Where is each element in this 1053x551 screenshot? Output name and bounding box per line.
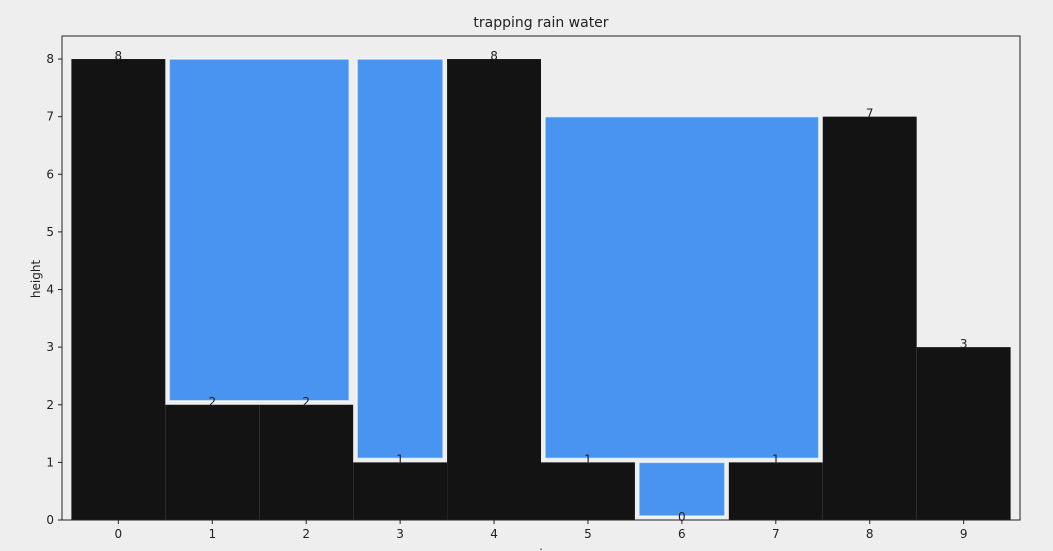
water-region-3 [638,461,726,517]
bar-9 [916,347,1011,520]
bar-5 [541,462,635,520]
x-tick-label-1: 1 [208,527,216,541]
bar-value-label-3: 1 [396,452,404,466]
y-axis-label: height [29,260,43,299]
bar-value-label-7: 1 [772,452,780,466]
plot-frame [61,35,1021,521]
x-tick-label-8: 8 [866,527,874,541]
bar-value-label-6: 0 [678,510,686,524]
y-axis: 0 1 2 3 4 5 6 7 8 [46,52,62,527]
y-tick-label-0: 0 [46,513,54,527]
x-tick-label-5: 5 [584,527,592,541]
x-axis: 0 1 2 3 4 5 6 7 8 9 [115,520,968,541]
bar-3 [353,462,448,520]
bar-value-label-1: 2 [208,395,216,409]
x-tick-label-0: 0 [115,527,123,541]
bars-layer [71,59,1011,521]
bar-1 [165,404,260,520]
bar-value-label-8: 7 [866,107,874,121]
bar-value-label-9: 3 [960,337,968,351]
y-tick-label-7: 7 [46,110,54,124]
y-tick-label-3: 3 [46,340,54,354]
x-axis-label: i [539,547,542,551]
bar-4 [447,59,541,521]
bar-value-label-0: 8 [115,49,123,63]
y-tick-label-2: 2 [46,398,54,412]
water-layer [168,58,820,517]
bar-7 [728,462,823,520]
labels-layer: 8 2 2 1 8 1 0 1 7 3 [115,49,968,524]
x-tick-label-3: 3 [396,527,404,541]
y-tick-label-6: 6 [46,167,54,181]
x-tick-label-7: 7 [772,527,780,541]
chart-title: trapping rain water [473,15,608,31]
bar-8 [822,116,917,521]
x-tick-label-4: 4 [490,527,498,541]
x-tick-label-9: 9 [960,527,968,541]
y-tick-label-4: 4 [46,283,54,297]
bar-value-label-4: 8 [490,49,498,63]
y-tick-label-1: 1 [46,455,54,469]
x-tick-label-2: 2 [302,527,310,541]
bar-value-label-5: 1 [584,452,592,466]
water-region-1 [356,58,444,460]
water-region-0 [168,58,350,402]
bar-2 [259,404,354,520]
bar-value-label-2: 2 [302,395,310,409]
water-region-2 [544,115,820,460]
x-tick-label-6: 6 [678,527,686,541]
y-tick-label-5: 5 [46,225,54,239]
bar-0 [71,59,166,521]
y-tick-label-8: 8 [46,52,54,66]
